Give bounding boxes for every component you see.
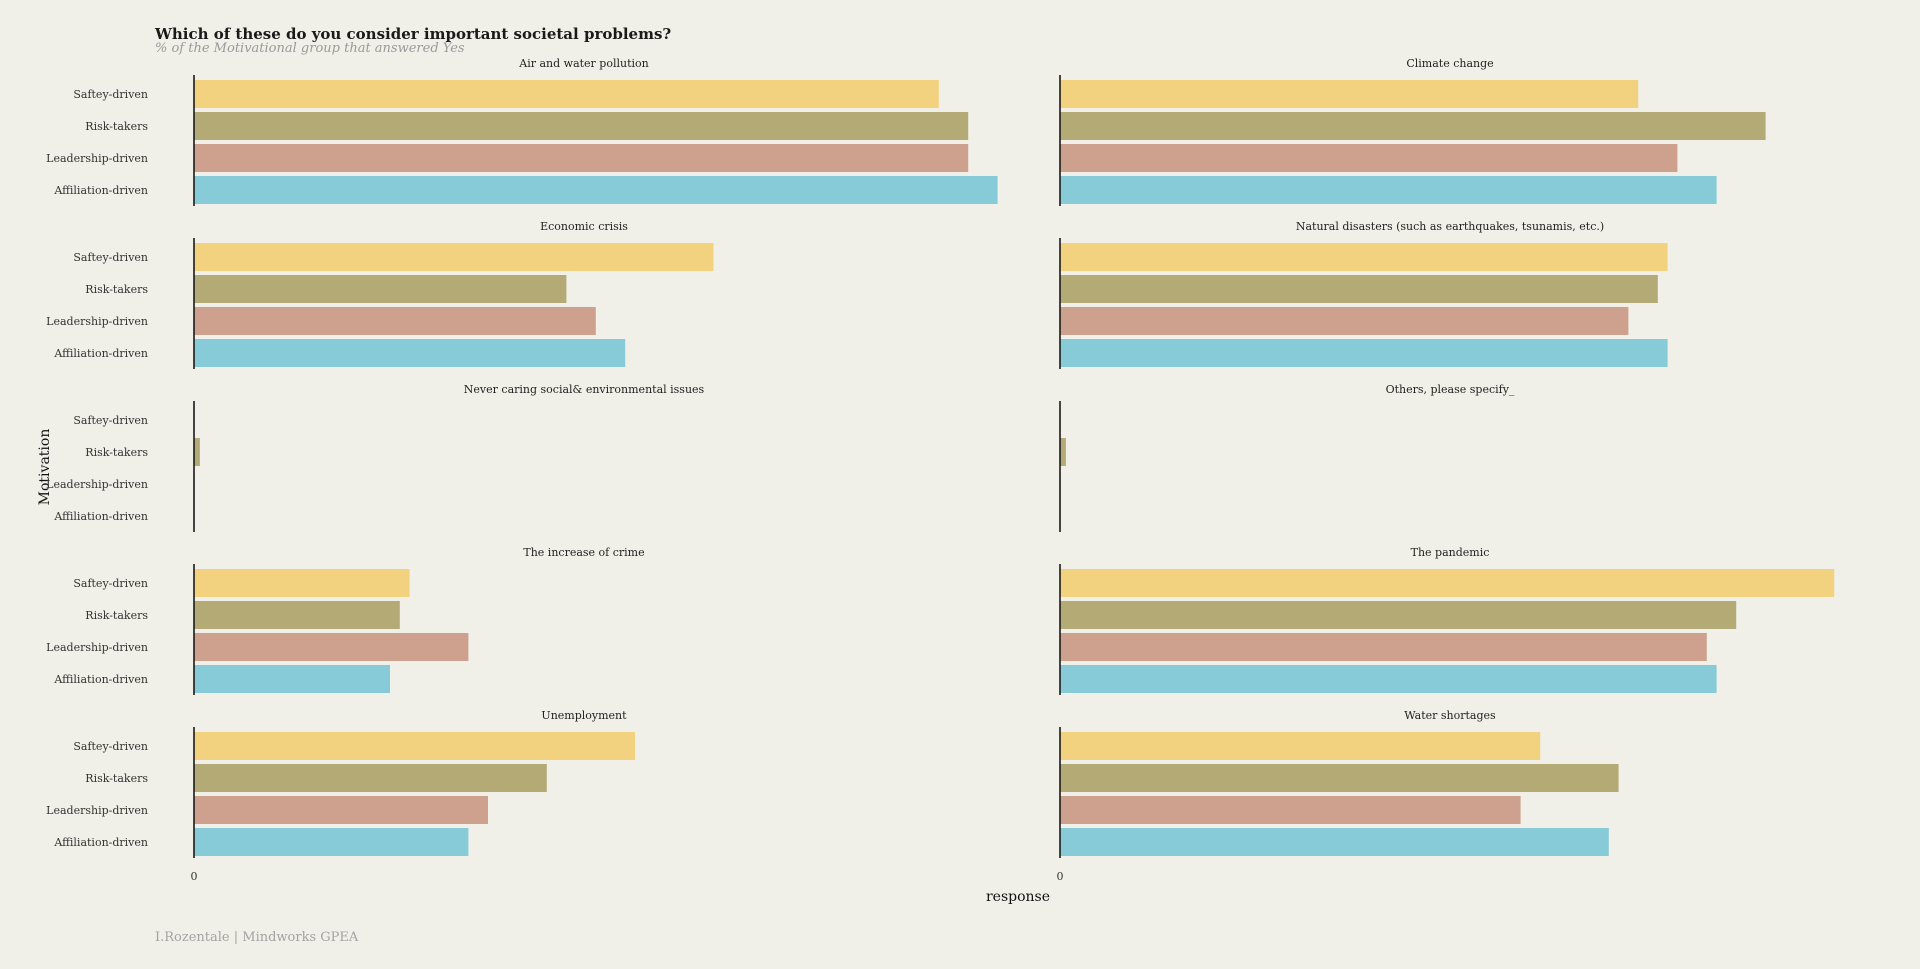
category-label: Risk-takers (85, 283, 148, 296)
bar-the-increase-of-crime-saftey-driven (194, 569, 410, 597)
category-label: Risk-takers (85, 772, 148, 785)
category-label: Leadership-driven (46, 478, 148, 491)
category-label: Affiliation-driven (53, 347, 148, 360)
panel-title-water-shortages: Water shortages (1404, 709, 1496, 722)
bar-the-pandemic-affiliation-driven (1060, 665, 1717, 693)
panel-title-others-please-specify: Others, please specify_ (1386, 383, 1515, 396)
bar-climate-change-leadership-driven (1060, 144, 1678, 172)
panel-title-never-caring-social-environmental-issues: Never caring social& environmental issue… (464, 383, 705, 396)
category-label: Affiliation-driven (53, 673, 148, 686)
category-label: Saftey-driven (73, 414, 148, 427)
bar-the-increase-of-crime-risk-takers (194, 601, 400, 629)
chart-subtitle: % of the Motivational group that answere… (155, 41, 465, 56)
bar-natural-disasters-such-as-earthquakes-tsunamis-etc-risk-takers (1060, 275, 1658, 303)
category-label: Saftey-driven (73, 88, 148, 101)
panel-title-unemployment: Unemployment (541, 709, 627, 722)
bar-air-and-water-pollution-risk-takers (194, 112, 969, 140)
x-axis-title: response (986, 889, 1050, 905)
category-label: Saftey-driven (73, 577, 148, 590)
bar-others-please-specify-risk-takers (1060, 438, 1066, 466)
bar-air-and-water-pollution-leadership-driven (194, 144, 969, 172)
category-label: Saftey-driven (73, 251, 148, 264)
bar-unemployment-risk-takers (194, 764, 547, 792)
bar-economic-crisis-leadership-driven (194, 307, 596, 335)
bar-the-pandemic-leadership-driven (1060, 633, 1707, 661)
bar-climate-change-risk-takers (1060, 112, 1766, 140)
bar-unemployment-affiliation-driven (194, 828, 469, 856)
panel-title-air-and-water-pollution: Air and water pollution (518, 57, 649, 70)
category-label: Saftey-driven (73, 740, 148, 753)
bar-unemployment-leadership-driven (194, 796, 488, 824)
bar-natural-disasters-such-as-earthquakes-tsunamis-etc-affiliation-driven (1060, 339, 1668, 367)
bar-air-and-water-pollution-saftey-driven (194, 80, 939, 108)
y-axis-title: Motivation (37, 429, 53, 506)
bar-water-shortages-saftey-driven (1060, 732, 1541, 760)
bar-climate-change-saftey-driven (1060, 80, 1639, 108)
panel-title-climate-change: Climate change (1406, 57, 1493, 70)
chart-title: Which of these do you consider important… (154, 25, 671, 43)
category-label: Affiliation-driven (53, 836, 148, 849)
category-label: Leadership-driven (46, 315, 148, 328)
bar-water-shortages-leadership-driven (1060, 796, 1521, 824)
x-tick-label-2: 0 (1057, 870, 1064, 883)
bar-economic-crisis-saftey-driven (194, 243, 714, 271)
category-label: Risk-takers (85, 609, 148, 622)
x-tick-label-1: 0 (191, 870, 198, 883)
chart-caption: I.Rozentale | Mindworks GPEA (155, 930, 359, 945)
panel-title-economic-crisis: Economic crisis (540, 220, 628, 233)
category-label: Leadership-driven (46, 641, 148, 654)
category-label: Leadership-driven (46, 152, 148, 165)
bar-economic-crisis-risk-takers (194, 275, 567, 303)
category-label: Affiliation-driven (53, 510, 148, 523)
category-label: Risk-takers (85, 120, 148, 133)
bar-the-increase-of-crime-leadership-driven (194, 633, 469, 661)
bar-the-pandemic-risk-takers (1060, 601, 1737, 629)
category-label: Leadership-driven (46, 804, 148, 817)
bar-the-pandemic-saftey-driven (1060, 569, 1835, 597)
bar-economic-crisis-affiliation-driven (194, 339, 626, 367)
bar-never-caring-social-environmental-issues-risk-takers (194, 438, 200, 466)
bar-water-shortages-risk-takers (1060, 764, 1619, 792)
category-label: Affiliation-driven (53, 184, 148, 197)
panel-title-the-increase-of-crime: The increase of crime (523, 546, 644, 559)
bar-the-increase-of-crime-affiliation-driven (194, 665, 390, 693)
bar-natural-disasters-such-as-earthquakes-tsunamis-etc-saftey-driven (1060, 243, 1668, 271)
bar-air-and-water-pollution-affiliation-driven (194, 176, 998, 204)
bar-climate-change-affiliation-driven (1060, 176, 1717, 204)
bar-unemployment-saftey-driven (194, 732, 635, 760)
panel-title-the-pandemic: The pandemic (1411, 546, 1490, 559)
bar-natural-disasters-such-as-earthquakes-tsunamis-etc-leadership-driven (1060, 307, 1629, 335)
bar-water-shortages-affiliation-driven (1060, 828, 1609, 856)
facet-panels: Air and water pollution Saftey-driven Risk… (46, 57, 1835, 883)
category-label: Risk-takers (85, 446, 148, 459)
panel-title-natural-disasters-such-as-earthquakes-tsunamis-etc: Natural disasters (such as earthquakes, … (1296, 220, 1604, 233)
